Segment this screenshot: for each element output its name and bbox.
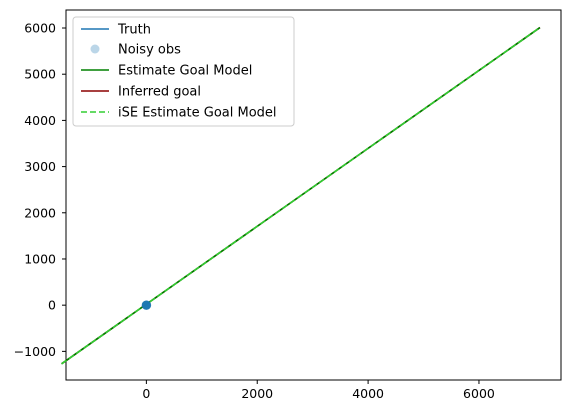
- legend-label: iSE Estimate Goal Model: [118, 106, 277, 121]
- series-line-ise-estimate-goal-model: [61, 26, 541, 365]
- scatter-point-noisy-obs: [142, 300, 152, 310]
- legend: Truth Noisy obs Estimate Goal Model Infe…: [72, 16, 295, 127]
- plot-area: [61, 9, 562, 381]
- scatter-point-noisy-obs: [141, 300, 151, 310]
- legend-item-truth: Truth: [81, 23, 151, 38]
- scatter-point-noisy-obs: [141, 300, 151, 310]
- legend-item-ise-estimate-goal-model: iSE Estimate Goal Model: [81, 106, 277, 121]
- scatter-point-noisy-obs: [141, 300, 151, 310]
- legend-item-noisy-obs: Noisy obs: [90, 43, 181, 58]
- axes-frame: [65, 9, 562, 381]
- x-tick-label: 4000: [352, 386, 384, 401]
- y-tick-label: 3000: [24, 159, 56, 174]
- series-layer: [61, 26, 541, 365]
- legend-label: Inferred goal: [118, 85, 201, 100]
- legend-swatch-noisy-obs: [90, 44, 100, 54]
- scatter-point-noisy-obs: [141, 300, 151, 310]
- legend-box: [72, 16, 295, 127]
- scatter-point-noisy-obs: [141, 300, 151, 310]
- x-axis: 0 2000 4000 6000: [142, 380, 495, 401]
- scatter-point-noisy-obs: [141, 300, 151, 310]
- x-tick-label: 6000: [463, 386, 495, 401]
- legend-label: Estimate Goal Model: [118, 64, 252, 79]
- scatter-point-noisy-obs: [142, 300, 152, 310]
- y-axis: −1000 0 1000 2000 3000 4000 5000 6000: [14, 21, 66, 359]
- legend-label: Truth: [117, 23, 151, 38]
- y-tick-label: 0: [48, 298, 56, 313]
- y-tick-label: 2000: [24, 205, 56, 220]
- x-tick-label: 2000: [241, 386, 273, 401]
- x-tick-label: 0: [142, 386, 150, 401]
- y-tick-label: 6000: [24, 21, 56, 36]
- scatter-point-noisy-obs: [141, 300, 151, 310]
- y-tick-marks: [62, 27, 66, 352]
- x-tick-marks: [145, 380, 480, 384]
- y-tick-label: 5000: [24, 67, 56, 82]
- y-tick-label: 1000: [24, 251, 56, 266]
- y-tick-label: 4000: [24, 113, 56, 128]
- legend-item-inferred-goal: Inferred goal: [81, 85, 201, 100]
- y-tick-label: −1000: [14, 344, 56, 359]
- scatter-point-noisy-obs: [141, 300, 151, 310]
- scatter-point-noisy-obs: [142, 300, 152, 310]
- legend-item-estimate-goal-model: Estimate Goal Model: [81, 64, 252, 79]
- legend-label: Noisy obs: [118, 43, 181, 58]
- scatter-point-noisy-obs: [142, 300, 152, 310]
